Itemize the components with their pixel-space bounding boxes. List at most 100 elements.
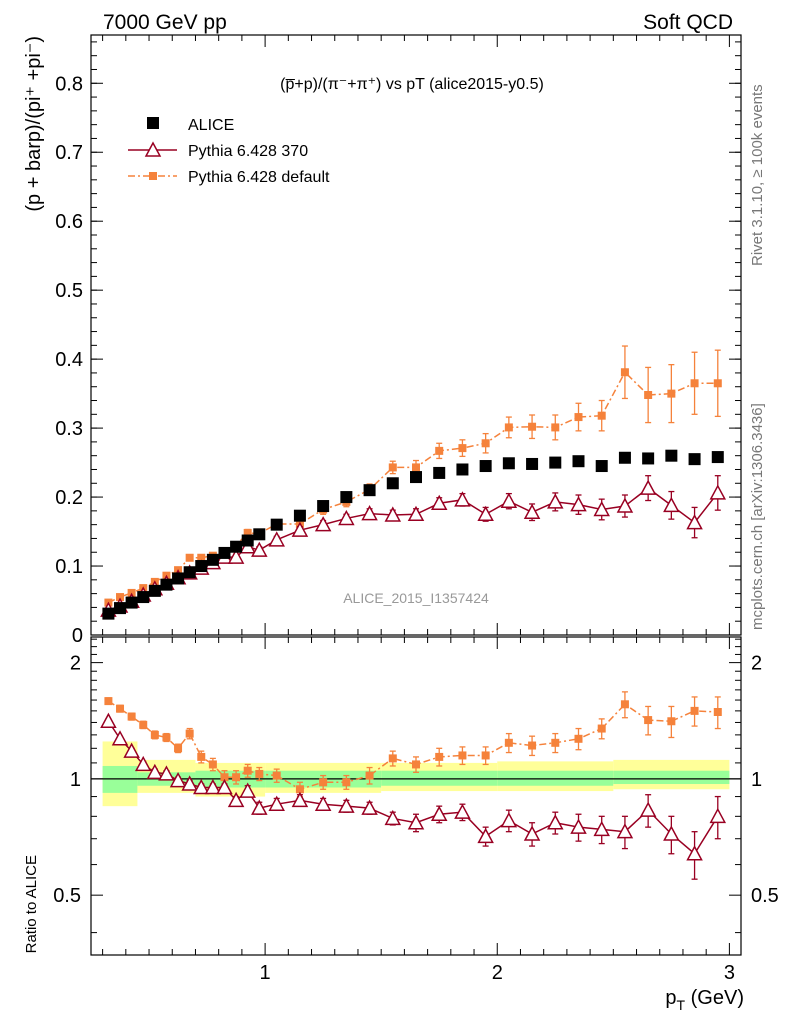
data-point-pythia-370 [454,491,471,507]
data-point-alice [114,602,127,615]
legend-marker-alice [147,117,159,129]
data-point-pythia-default [458,751,467,760]
data-point-pythia-default [690,706,699,715]
data-point-pythia-370 [291,521,309,537]
data-point-pythia-default [197,553,206,562]
data-point-pythia-370 [639,801,657,817]
data-point-pythia-370 [570,496,587,512]
data-point-pythia-default [597,724,606,733]
data-point-alice [595,460,608,473]
ratio-tick-label: 2 [70,653,81,675]
data-point-pythia-370 [407,814,425,830]
data-point-pythia-370 [686,514,703,530]
data-point-pythia-370 [663,496,680,513]
data-point-pythia-370 [111,730,129,746]
y-tick-label: 0.1 [55,556,83,578]
data-point-pythia-default [644,716,653,725]
data-point-pythia-370 [193,778,210,795]
legend-label-pythia-default: Pythia 6.428 default [188,169,330,186]
data-point-pythia-370 [593,820,610,837]
data-point-pythia-370 [314,516,332,532]
data-point-pythia-default [162,733,171,742]
data-point-pythia-default [388,754,397,763]
data-point-pythia-370 [477,827,494,844]
y-tick-label: 0.4 [55,349,83,371]
data-point-pythia-370 [146,763,164,780]
data-point-pythia-default [667,389,676,398]
data-point-pythia-370 [570,818,587,834]
data-point-alice [526,457,539,470]
data-point-pythia-default [458,444,467,453]
data-point-alice [572,455,585,468]
data-point-pythia-370 [251,799,268,815]
data-point-pythia-default [116,704,125,713]
data-point-alice [618,451,631,464]
data-point-pythia-370 [523,825,541,841]
data-point-alice [253,528,266,541]
y-axis-label: (p + barp)/(pi⁺ +pi⁻) [23,36,45,212]
data-point-pythia-default [388,463,397,472]
data-point-pythia-default [528,422,537,431]
data-point-pythia-370 [593,500,610,517]
data-point-pythia-default [208,760,217,769]
main-plot-panel: 0 0.1 0.2 0.3 0.4 0.5 0.6 0.7 0.8 [55,34,742,647]
data-point-pythia-370 [616,497,634,513]
data-point-alice [711,451,724,464]
data-point-alice [241,534,254,547]
data-point-alice [206,553,219,566]
data-point-pythia-default [365,771,374,780]
legend: ALICE Pythia 6.428 370 Pythia 6.428 defa… [128,117,330,186]
data-point-pythia-370 [181,775,198,791]
data-point-alice [642,452,655,465]
rivet-credit: Rivet 3.1.10, ≥ 100k events [749,84,766,266]
ratio-y-axis-label: Ratio to ALICE [23,855,40,953]
data-point-pythia-default [620,700,629,709]
data-point-pythia-default [644,391,653,399]
data-point-pythia-370 [204,778,222,795]
data-point-pythia-default [412,760,420,769]
data-point-pythia-370 [216,778,233,795]
data-point-pythia-370 [500,811,518,828]
data-point-pythia-370 [338,509,355,526]
data-point-pythia-370 [454,803,471,819]
data-point-pythia-370 [407,505,425,522]
data-point-pythia-370 [547,493,564,509]
header-category: Soft QCD [643,11,733,34]
ratio-tick-label: 1 [70,769,81,791]
data-point-alice [125,596,138,609]
data-point-alice [218,546,231,559]
y-tick-label: 0.8 [55,73,83,95]
data-point-alice [410,471,422,484]
data-point-pythia-default [713,707,722,716]
data-point-pythia-default [220,773,229,782]
data-point-pythia-370 [158,765,175,781]
data-point-pythia-default [150,730,159,739]
x-tick-label: 1 [260,962,271,984]
ratio-band-stat [497,770,614,786]
y-tick-label: 0.3 [55,418,83,440]
data-point-pythia-default [713,379,722,388]
legend-label-pythia-370: Pythia 6.428 370 [188,143,308,160]
data-point-pythia-default [197,752,206,761]
ratio-band-stat [381,770,498,786]
data-point-pythia-370 [709,807,727,824]
data-point-pythia-default [435,752,444,761]
data-point-pythia-default [104,697,113,706]
data-point-pythia-370 [639,479,657,495]
data-point-pythia-370 [268,795,285,811]
ratio-tick-label: 0.5 [53,885,81,907]
data-point-pythia-370 [169,771,187,788]
data-point-pythia-default [574,734,583,743]
data-point-alice [665,449,678,462]
data-point-alice [230,540,243,553]
data-point-alice [502,457,515,470]
data-point-pythia-default [620,368,629,377]
data-point-pythia-370 [663,825,680,841]
data-point-pythia-default [243,528,252,537]
data-point-pythia-370 [430,494,448,511]
data-point-pythia-370 [227,548,245,564]
ratio-tick-label: 2 [751,653,762,675]
data-point-alice [456,463,469,476]
data-point-pythia-default [185,729,194,738]
data-point-pythia-default [116,593,125,602]
